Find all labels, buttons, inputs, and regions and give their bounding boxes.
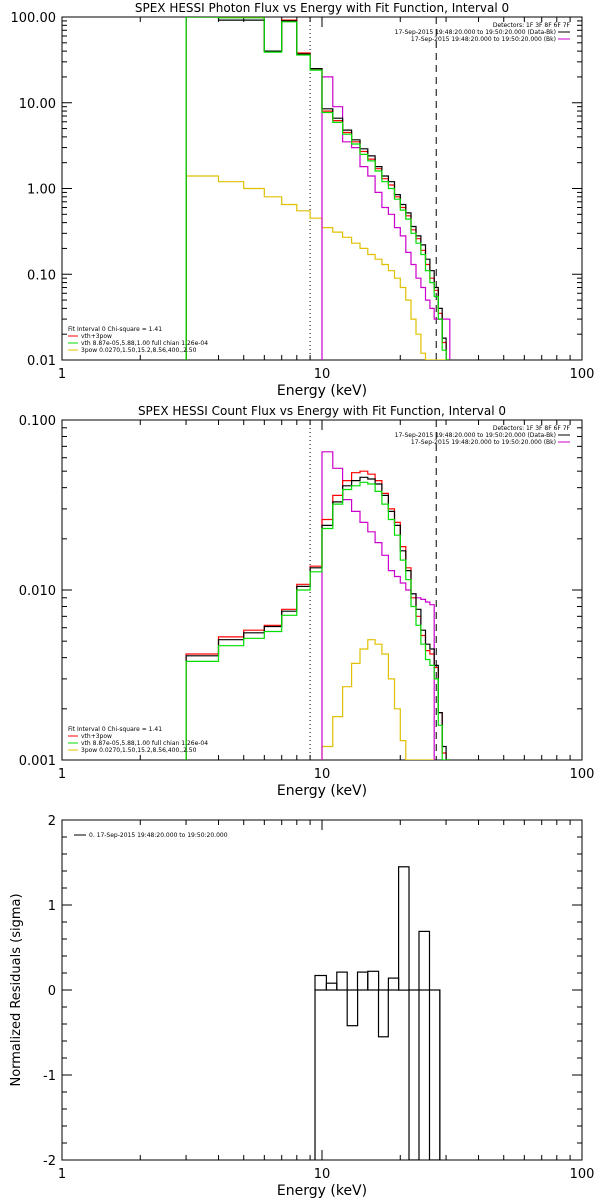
x-axis-label: Energy (keV) xyxy=(277,783,367,799)
chart-panel-1: SPEX HESSI Photon Flux vs Energy with Fi… xyxy=(11,1,595,399)
residual-bin xyxy=(398,866,410,991)
y-tick-label: 0.10 xyxy=(27,268,56,283)
series-total_fit xyxy=(185,470,450,760)
y-axis-label: Normalized Residuals (sigma) xyxy=(9,893,24,1086)
info-line-1: 17-Sep-2015 19:48:20.000 to 19:50:20.000… xyxy=(395,432,556,439)
x-tick-label: 10 xyxy=(314,367,331,382)
plot-area xyxy=(185,451,450,760)
y-tick-label: -2 xyxy=(43,1154,56,1169)
series-thermal xyxy=(185,481,450,760)
y-tick-label: 1 xyxy=(48,899,56,914)
y-tick-label: 0 xyxy=(48,984,56,999)
x-tick-label: 1 xyxy=(58,1167,66,1182)
series-background xyxy=(321,76,451,360)
plot-area xyxy=(185,17,451,360)
chart-panel-3: 1 10 100 Energy (keV) -2 -1 0 1 2 Normalized Resi… xyxy=(9,814,594,1199)
fit-legend-entry: 3pow 0.0270,1.50,15.2,8.56,400.,2.50 xyxy=(81,347,197,354)
info-line-0: Detectors: 1F 3F 8F 6F 7F xyxy=(493,425,571,432)
residual-bin xyxy=(428,989,441,1160)
series-background xyxy=(321,451,435,760)
x-tick-label: 100 xyxy=(570,367,595,382)
residual-bin xyxy=(377,989,389,1038)
chart-title: SPEX HESSI Photon Flux vs Energy with Fi… xyxy=(135,1,509,15)
residual-bin xyxy=(346,989,359,1027)
residual-bin xyxy=(336,971,348,991)
fit-legend-entry: vth 8.87e-05,5.88,1.00 full chian 1.26e-… xyxy=(81,340,208,347)
x-tick-label: 1 xyxy=(58,767,66,782)
residual-bin xyxy=(356,971,369,991)
series-data xyxy=(185,476,450,760)
series-power_law xyxy=(321,639,435,760)
series-thermal xyxy=(185,17,450,360)
y-tick-label: 100.00 xyxy=(11,11,57,26)
info-line-2: 17-Sep-2015 19:48:20.000 to 19:50:20.000… xyxy=(411,36,556,43)
residual-bin xyxy=(408,989,420,1160)
fit-legend-entry: vth+3pow xyxy=(81,733,112,740)
series-power_law xyxy=(185,175,450,360)
fit-legend-header: Fit Interval 0 Chi-square = 1.41 xyxy=(68,726,162,733)
x-tick-label: 100 xyxy=(570,767,595,782)
y-tick-label: 0.001 xyxy=(19,754,56,769)
fit-legend-entry: 3pow 0.0270,1.50,15.2,8.56,400.,2.50 xyxy=(81,747,197,754)
y-tick-label: 1.00 xyxy=(27,183,56,198)
y-tick-label: -1 xyxy=(43,1069,56,1084)
series-data xyxy=(185,17,450,360)
x-tick-label: 100 xyxy=(570,1167,595,1182)
residual-bin xyxy=(367,970,380,991)
residual-bin xyxy=(418,930,431,991)
chart-title: SPEX HESSI Count Flux vs Energy with Fit… xyxy=(138,404,506,418)
plot-area xyxy=(314,866,441,1160)
x-tick-label: 10 xyxy=(314,767,331,782)
x-axis-label: Energy (keV) xyxy=(277,1183,367,1199)
fit-legend-header: Fit Interval 0 Chi-square = 1.41 xyxy=(68,326,162,333)
info-line-2: 17-Sep-2015 19:48:20.000 to 19:50:20.000… xyxy=(411,439,556,446)
y-tick-label: 0.01 xyxy=(27,354,56,369)
residual-bin xyxy=(325,982,338,991)
y-tick-label: 0.010 xyxy=(19,584,56,599)
y-tick-label: 2 xyxy=(48,814,56,829)
x-axis-label: Energy (keV) xyxy=(277,383,367,399)
residual-bin xyxy=(314,974,327,991)
fit-legend-entry: vth+3pow xyxy=(81,333,112,340)
y-tick-label: 0.100 xyxy=(19,414,56,429)
residual-bin xyxy=(387,977,400,991)
x-tick-label: 10 xyxy=(314,1167,331,1182)
y-tick-label: 10.00 xyxy=(19,97,56,112)
info-line-1: 17-Sep-2015 19:48:20.000 to 19:50:20.000… xyxy=(395,29,556,36)
fit-legend-entry: vth 8.87e-05,5.88,1.00 full chian 1.26e-… xyxy=(81,740,208,747)
chart-panel-2: SPEX HESSI Count Flux vs Energy with Fit… xyxy=(19,404,595,799)
residual-legend: 0. 17-Sep-2015 19:48:20.000 to 19:50:20.… xyxy=(89,832,228,839)
info-line-0: Detectors: 1F 3F 8F 6F 7F xyxy=(493,22,571,29)
x-tick-label: 1 xyxy=(58,367,66,382)
